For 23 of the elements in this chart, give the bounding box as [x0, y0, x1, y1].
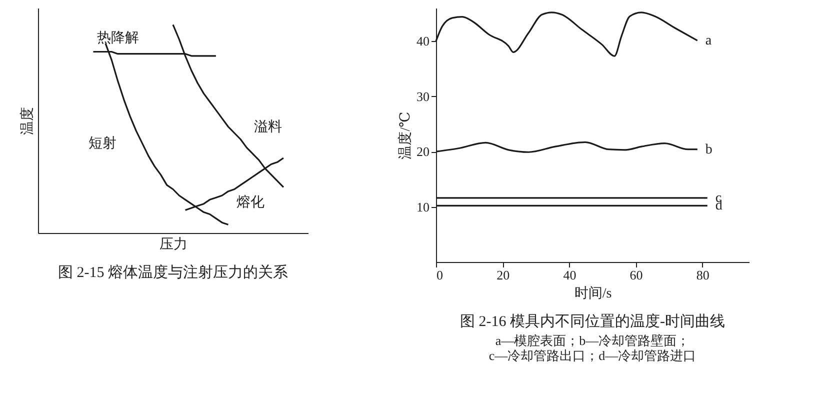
x-tick-label: 60 [630, 268, 643, 282]
series-label: 短射 [88, 135, 116, 152]
text: 图 2-16 模具内不同位置的温度-时间曲线 [460, 313, 725, 330]
x-axis-title: 时间/s [574, 286, 612, 302]
x-axis-title: 压力 [160, 236, 188, 252]
y-tick-label: 30 [416, 88, 430, 104]
y-axis-title: 温度/℃ [398, 112, 414, 160]
x-tick-label: 20 [496, 268, 510, 282]
y-tick-label: 40 [416, 34, 430, 49]
y-tick-label: 10 [416, 199, 430, 214]
y-axis-title: 温度 [20, 107, 36, 135]
series-label: 溢料 [254, 118, 282, 135]
series-label: 熔化 [236, 194, 264, 210]
x-tick-label: 80 [696, 268, 710, 282]
text: a—模腔表面；b—冷却管路壁面； [495, 333, 690, 348]
series-label: b [705, 142, 712, 158]
x-tick-label: 0 [436, 268, 443, 282]
series-label: a [705, 34, 712, 49]
series-label: 热降解 [96, 30, 139, 46]
x-tick-label: 40 [563, 268, 576, 282]
y-tick-label: 20 [416, 144, 430, 160]
text: c—冷却管路出口；d—冷却管路进口 [488, 348, 696, 363]
text: 图 2-15 熔体温度与注射压力的关系 [58, 264, 288, 281]
